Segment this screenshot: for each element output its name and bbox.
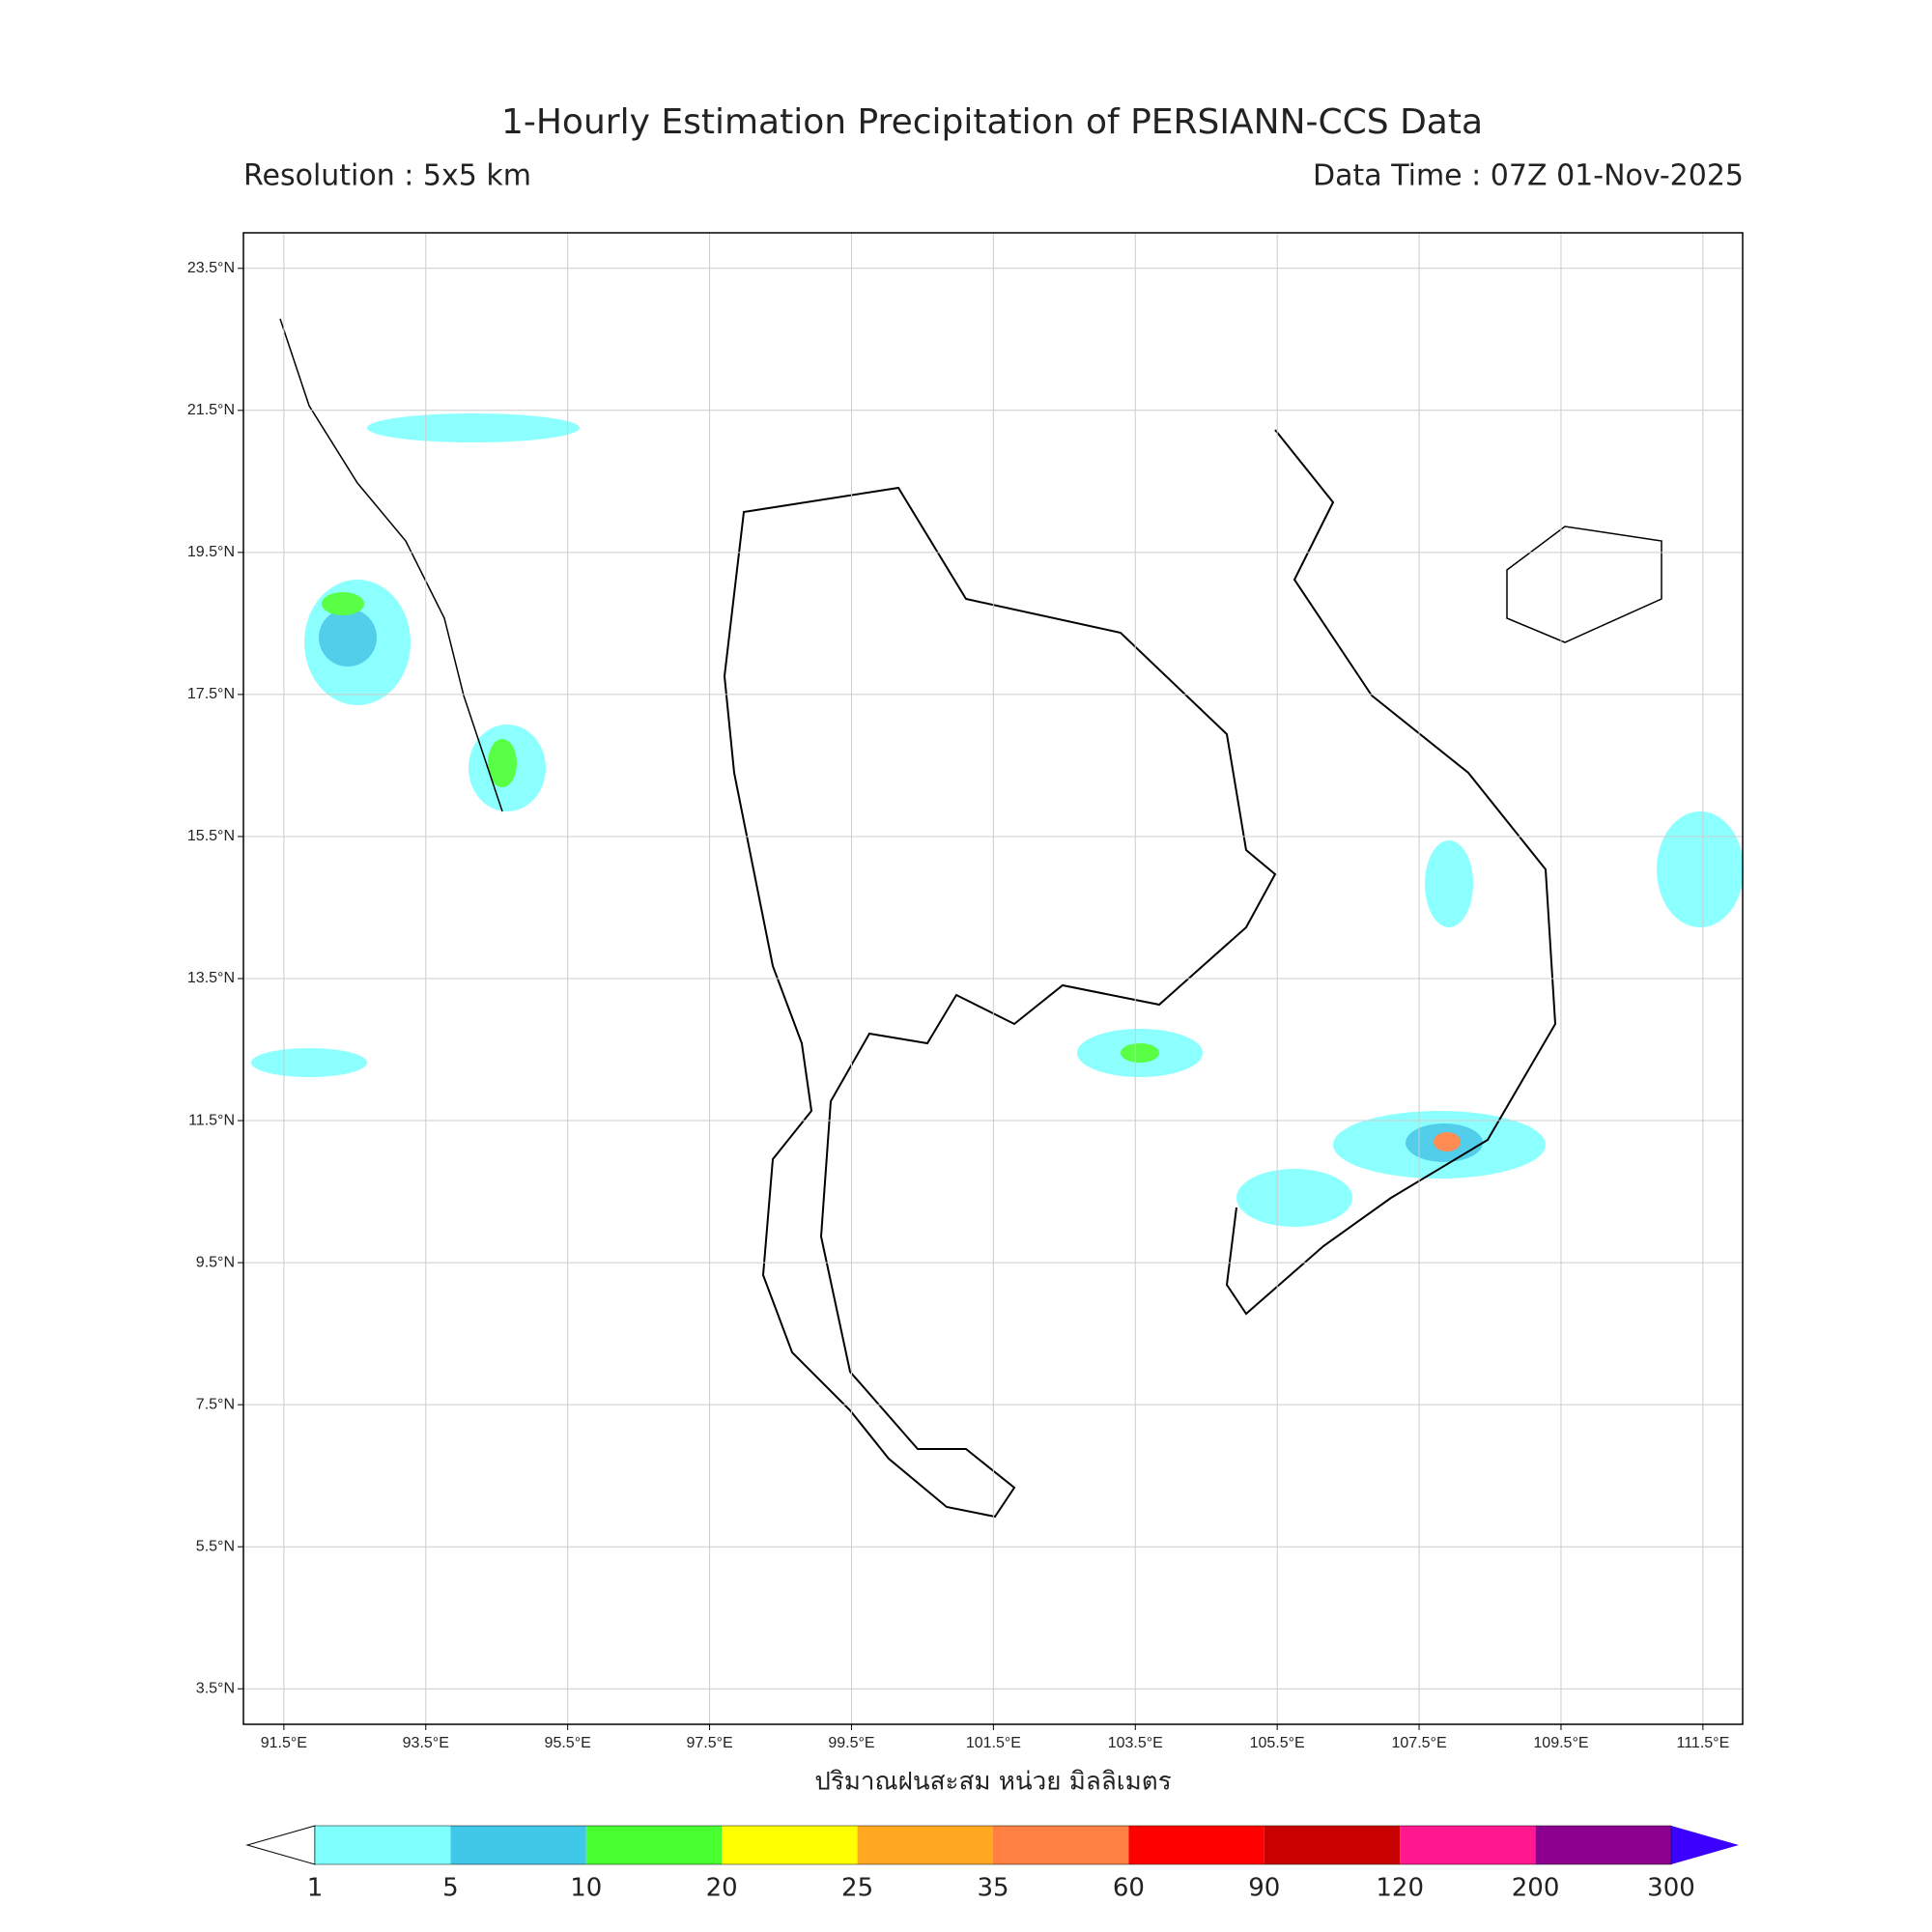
colorbar-tick-label: 25	[841, 1874, 873, 1903]
y-tick-label: 23.5°N	[187, 260, 235, 276]
colorbar: 1 5 10 20 25 35 60 90 120 200 300	[245, 1825, 1739, 1903]
coastline	[1225, 429, 1557, 1316]
x-tick-label: 105.5°E	[1250, 1735, 1305, 1751]
title: 1-Hourly Estimation Precipitation of PER…	[501, 102, 1483, 142]
colorbar-tick-label: 1	[307, 1874, 324, 1903]
x-tick-label: 101.5°E	[966, 1735, 1021, 1751]
x-tick-label: 97.5°E	[686, 1735, 732, 1751]
x-tick-label: 111.5°E	[1677, 1735, 1730, 1751]
colorbar-segment	[315, 1826, 451, 1864]
colorbar-tick-label: 20	[706, 1874, 738, 1903]
colorbar-segment	[1400, 1826, 1536, 1864]
rain-area	[1236, 1169, 1352, 1227]
x-tick-label: 95.5°E	[545, 1735, 591, 1751]
colorbar-tick-label: 300	[1647, 1874, 1695, 1903]
subtitle-right: Data Time : 07Z 01-Nov-2025	[1313, 159, 1744, 193]
colorbar-segment	[1535, 1826, 1671, 1864]
y-tick-label: 7.5°N	[196, 1396, 235, 1412]
rain-area	[1657, 811, 1744, 927]
island-outline	[1506, 526, 1662, 643]
colorbar-tick-label: 35	[977, 1874, 1009, 1903]
map	[243, 233, 1744, 1724]
colorbar-over	[1671, 1826, 1739, 1864]
rain-area	[1434, 1132, 1461, 1151]
colorbar-segment	[857, 1826, 993, 1864]
x-tick-label: 109.5°E	[1533, 1735, 1588, 1751]
colorbar-segment	[722, 1826, 858, 1864]
rain-area	[322, 592, 364, 615]
rain-area	[319, 609, 377, 667]
x-tick-label: 107.5°E	[1392, 1735, 1447, 1751]
colorbar-label: ปริมาณฝนสะสม หน่วย มิลลิเมตร	[814, 1768, 1171, 1797]
colorbar-segment	[450, 1826, 586, 1864]
rain-area	[488, 739, 517, 787]
rain-area	[251, 1048, 367, 1077]
rain-area	[367, 413, 580, 442]
y-tick-label: 9.5°N	[196, 1254, 235, 1270]
x-tick-label: 103.5°E	[1108, 1735, 1163, 1751]
y-tick-label: 3.5°N	[196, 1680, 235, 1696]
x-tick-label: 93.5°E	[403, 1735, 449, 1751]
colorbar-tick-label: 90	[1248, 1874, 1280, 1903]
x-tick-label: 99.5°E	[828, 1735, 874, 1751]
colorbar-tick-label: 10	[570, 1874, 602, 1903]
rain-areas	[251, 413, 1744, 1227]
subtitle-left: Resolution : 5x5 km	[243, 159, 531, 193]
colorbar-tick-label: 200	[1512, 1874, 1560, 1903]
country-outline	[723, 486, 1277, 1519]
rain-area	[1425, 840, 1473, 927]
y-tick-label: 13.5°N	[187, 970, 235, 986]
y-tick-label: 21.5°N	[187, 402, 235, 418]
y-tick-label: 5.5°N	[196, 1538, 235, 1554]
y-tick-label: 17.5°N	[187, 686, 235, 702]
colorbar-segment	[993, 1826, 1129, 1864]
coastline	[279, 318, 503, 812]
colorbar-tick-label: 5	[442, 1874, 459, 1903]
rain-area	[1121, 1043, 1159, 1063]
y-tick-label: 19.5°N	[187, 544, 235, 560]
y-tick-label: 15.5°N	[187, 828, 235, 844]
colorbar-tick-label: 60	[1113, 1874, 1145, 1903]
y-tick-label: 11.5°N	[188, 1112, 235, 1128]
colorbar-segment	[1264, 1826, 1401, 1864]
x-tick-label: 91.5°E	[261, 1735, 307, 1751]
colorbar-under	[245, 1825, 316, 1865]
colorbar-segment	[585, 1826, 723, 1864]
colorbar-tick-label: 120	[1376, 1874, 1424, 1903]
colorbar-segment	[1128, 1826, 1264, 1864]
colorbar-frame	[314, 1825, 1672, 1865]
